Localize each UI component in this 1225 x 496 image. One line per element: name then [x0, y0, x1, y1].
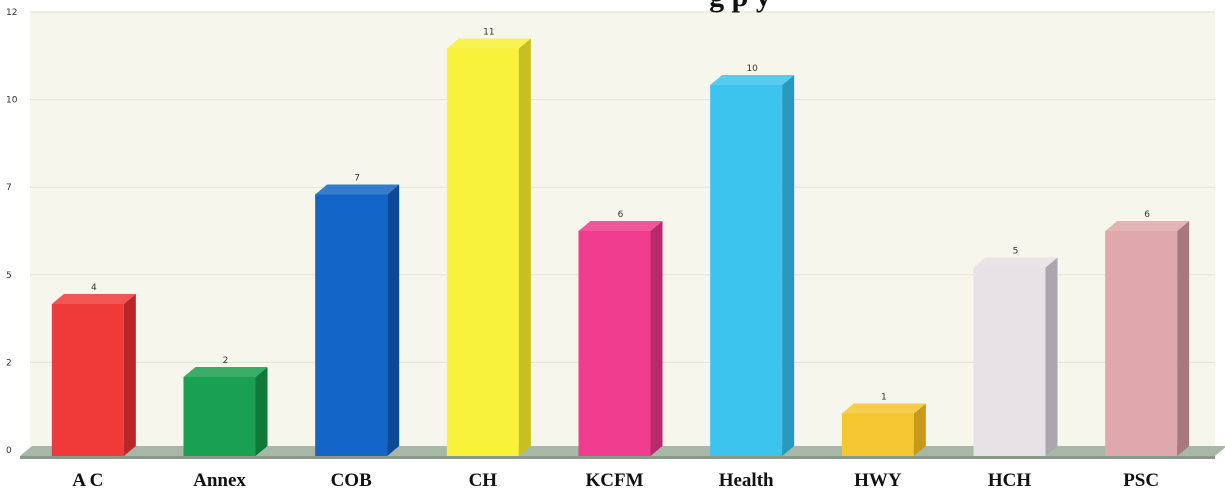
x-tick-label: A C — [72, 470, 103, 491]
y-tick-label: 7 — [6, 183, 12, 193]
y-axis-ticks: 0 2 5 7 10 12 — [6, 8, 18, 456]
bar-front — [1105, 231, 1178, 456]
x-tick-label: Annex — [193, 470, 246, 491]
bar-top — [710, 75, 795, 85]
floor-edge — [20, 456, 1215, 459]
data-label: 11 — [483, 28, 494, 38]
bar-top — [446, 38, 531, 49]
bar-side — [255, 367, 268, 456]
x-tick-label: HWY — [854, 470, 902, 491]
bar-top — [841, 403, 926, 414]
x-tick-label: Health — [719, 470, 774, 491]
x-tick-label: HCH — [988, 470, 1032, 491]
data-label: 1 — [881, 393, 887, 403]
bar-side — [518, 38, 531, 456]
bar-front — [183, 377, 256, 456]
bar-health — [710, 75, 795, 456]
bar-side — [1177, 221, 1190, 456]
bar-cob — [315, 184, 400, 456]
bar-front — [841, 413, 914, 456]
bar-psc — [1105, 221, 1190, 456]
bar-side — [782, 75, 795, 456]
bar-front — [710, 85, 783, 456]
bar-hwy — [841, 403, 926, 456]
x-tick-label: KCFM — [585, 470, 643, 491]
x-tick-label: COB — [331, 470, 373, 491]
y-tick-label: 10 — [6, 96, 18, 106]
data-label: 5 — [1013, 247, 1019, 257]
x-axis-ticks: A C Annex COB CH KCFM Health HWY HCH PSC — [72, 470, 1159, 491]
bar-top — [973, 257, 1058, 268]
data-label: 4 — [91, 283, 97, 293]
data-label: 6 — [1144, 210, 1150, 220]
y-tick-label: 0 — [6, 446, 12, 456]
y-tick-label: 5 — [6, 271, 12, 281]
bar-ch — [446, 38, 531, 456]
data-label: 6 — [618, 210, 624, 220]
bar-annex — [183, 367, 268, 456]
data-label: 7 — [354, 174, 360, 184]
y-tick-label: 2 — [6, 358, 12, 368]
bar-side — [650, 221, 663, 456]
data-label: 10 — [746, 64, 758, 74]
data-label: 2 — [223, 356, 229, 366]
bar-kcfm — [578, 221, 663, 456]
chart-title: g p y — [480, 0, 1000, 14]
bars — [51, 38, 1190, 456]
bar-top — [315, 184, 400, 195]
bar-front — [446, 48, 519, 456]
bar-front — [51, 304, 124, 456]
y-tick-label: 12 — [6, 8, 17, 18]
bar-front — [315, 194, 388, 456]
x-tick-label: CH — [469, 470, 498, 491]
bar-a-c — [51, 294, 136, 456]
bar-top — [51, 294, 136, 304]
bar-top — [183, 367, 268, 377]
bar-front — [973, 267, 1046, 456]
bar-side — [1045, 257, 1058, 456]
bar-hch — [973, 257, 1058, 456]
data-labels: 4 2 7 11 6 10 1 5 6 — [91, 28, 1150, 403]
bar-side — [387, 184, 400, 456]
bar-top — [578, 221, 663, 231]
bar-front — [578, 231, 651, 456]
x-tick-label: PSC — [1123, 470, 1159, 491]
bar-top — [1105, 221, 1190, 231]
bar-side — [913, 403, 926, 456]
bar-side — [123, 294, 136, 456]
